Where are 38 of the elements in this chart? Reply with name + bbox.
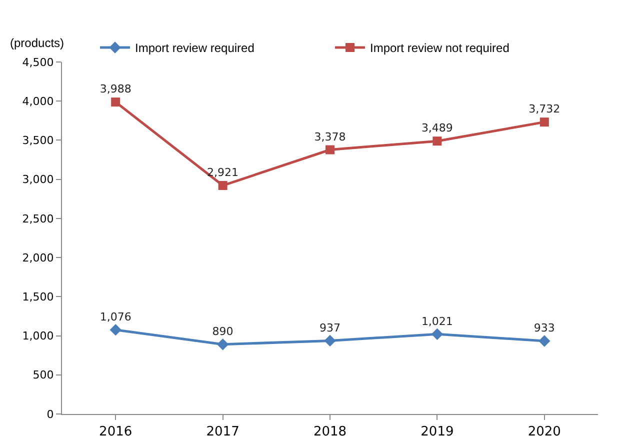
point bbox=[324, 334, 336, 347]
data-label: 933 bbox=[534, 322, 555, 335]
point bbox=[110, 324, 122, 336]
data-label: 1,021 bbox=[421, 314, 453, 328]
x-tick-label: 2018 bbox=[313, 424, 347, 440]
y-tick-label: 1,000 bbox=[22, 330, 54, 343]
x-tick-label: 2019 bbox=[420, 424, 454, 440]
data-label: 890 bbox=[212, 325, 234, 338]
x-tick-label: 2020 bbox=[528, 424, 561, 440]
y-tick-label: 500 bbox=[32, 368, 54, 382]
point bbox=[538, 335, 550, 347]
point bbox=[216, 338, 229, 350]
y-tick-label: 3,500 bbox=[22, 134, 54, 148]
point bbox=[432, 136, 442, 146]
y-tick-label: 4,500 bbox=[22, 56, 54, 69]
y-tick-label: 1,500 bbox=[22, 290, 54, 304]
data-label: 3,732 bbox=[528, 102, 560, 116]
y-tick-label: 3,000 bbox=[22, 173, 54, 186]
y-tick-label: 4,000 bbox=[22, 94, 54, 108]
legend-label: Import review not required bbox=[370, 41, 510, 56]
data-label: 2,921 bbox=[207, 166, 239, 180]
data-label: 3,378 bbox=[314, 130, 346, 144]
point bbox=[540, 118, 549, 127]
y-tick-label: 0 bbox=[46, 408, 54, 421]
data-label: 937 bbox=[320, 321, 340, 334]
x-tick-label: 2016 bbox=[99, 424, 132, 440]
data-label: 3,489 bbox=[421, 122, 453, 135]
y-axis-title: (products) bbox=[10, 36, 64, 50]
y-tick-label: 2,000 bbox=[22, 251, 54, 264]
point bbox=[111, 98, 120, 107]
point bbox=[218, 181, 228, 190]
x-tick-label: 2017 bbox=[206, 424, 240, 440]
point bbox=[431, 328, 444, 340]
data-label: 1,076 bbox=[100, 310, 132, 324]
y-tick-label: 2,500 bbox=[22, 212, 54, 226]
legend-label: Import review required bbox=[135, 41, 254, 56]
point bbox=[326, 145, 334, 154]
data-label: 3,988 bbox=[100, 82, 132, 96]
